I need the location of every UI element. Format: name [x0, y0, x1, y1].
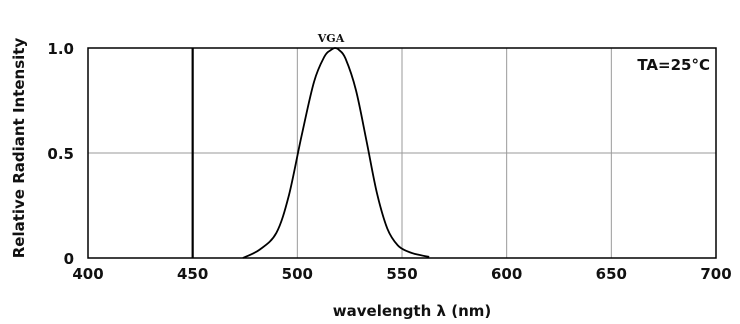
x-tick-label: 600 — [491, 265, 522, 283]
series-line-vga — [242, 47, 430, 259]
series-layer — [242, 47, 430, 259]
y-tick-label: 0.5 — [47, 145, 74, 163]
y-axis-title: Relative Radiant Intensity — [10, 38, 28, 259]
x-tick-label: 700 — [700, 265, 731, 283]
x-tick-label: 450 — [177, 265, 208, 283]
plot-frame — [87, 47, 717, 259]
x-tick-label: 400 — [72, 265, 103, 283]
y-tick-label: 0 — [64, 250, 74, 268]
temperature-annotation: TA=25°C — [637, 56, 710, 74]
x-axis-title: wavelength λ (nm) — [333, 302, 491, 320]
grid — [88, 48, 716, 258]
y-tick-label: 1.0 — [47, 40, 74, 58]
x-tick-label: 550 — [386, 265, 417, 283]
tick-labels: 400 450 500 550 600 650 700 0 0.5 1.0 — [47, 40, 731, 283]
axes — [87, 47, 717, 259]
series-label: VGA — [317, 32, 345, 45]
x-tick-label: 500 — [282, 265, 313, 283]
x-tick-label: 650 — [596, 265, 627, 283]
